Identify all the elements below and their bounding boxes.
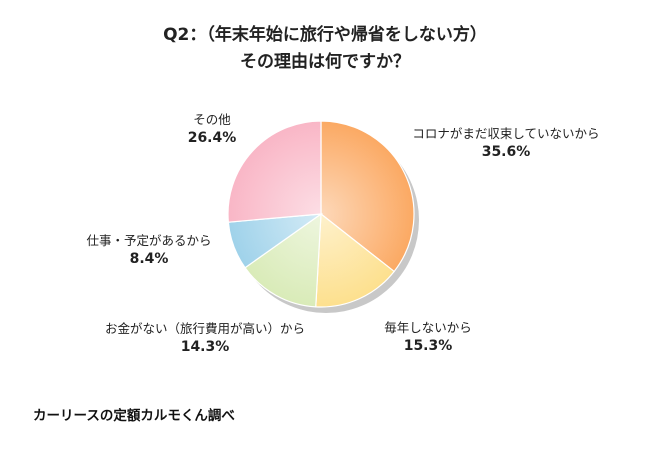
slice-label-percent: 35.6% bbox=[481, 144, 531, 160]
slice-label-percent: 26.4% bbox=[187, 130, 237, 146]
slice-label-text: お金がない（旅行費用が高い）から bbox=[104, 321, 305, 336]
pie-slice-1 bbox=[315, 212, 395, 308]
slice-label-work: 仕事・予定があるから 8.4% bbox=[74, 232, 224, 268]
pie-slice-2 bbox=[244, 212, 322, 308]
slice-label-corona: コロナがまだ収束していないから 35.6% bbox=[401, 125, 611, 161]
slice-label-text: その他 bbox=[193, 112, 231, 127]
slice-label-no-money: お金がない（旅行費用が高い）から 14.3% bbox=[90, 320, 320, 356]
pie-slice-0 bbox=[320, 120, 415, 273]
slice-label-percent: 14.3% bbox=[180, 339, 230, 355]
slice-label-other: その他 26.4% bbox=[172, 111, 252, 147]
slice-label-text: 毎年しないから bbox=[384, 320, 472, 335]
title-line-2: その理由は何ですか？ bbox=[240, 52, 410, 72]
slice-label-percent: 8.4% bbox=[129, 251, 169, 267]
slice-label-percent: 15.3% bbox=[403, 338, 453, 354]
title-line-1: Q2：（年末年始に旅行や帰省をしない方） bbox=[163, 25, 487, 45]
chart-title: Q2：（年末年始に旅行や帰省をしない方） その理由は何ですか？ bbox=[0, 22, 650, 76]
slice-label-text: コロナがまだ収束していないから bbox=[412, 126, 600, 141]
source-note: カーリースの定額カルモくん調べ bbox=[33, 408, 235, 424]
slice-label-text: 仕事・予定があるから bbox=[86, 233, 212, 248]
pie-slice-4 bbox=[227, 120, 322, 223]
slice-label-every-year: 毎年しないから 15.3% bbox=[376, 319, 480, 355]
